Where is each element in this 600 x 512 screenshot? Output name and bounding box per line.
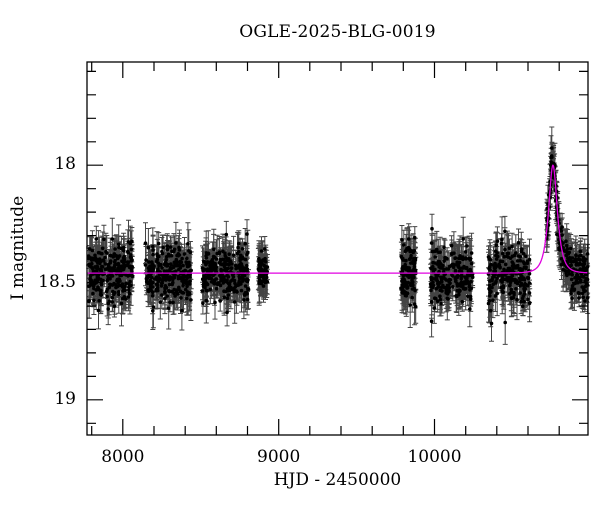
chart-title: OGLE-2025-BLG-0019 — [239, 22, 436, 42]
x-tick-label: 9000 — [257, 447, 301, 467]
x-tick-label: 8000 — [101, 447, 145, 467]
y-tick-label: 18 — [54, 154, 76, 175]
y-tick-label: 18.5 — [38, 271, 76, 292]
photometry-points — [86, 146, 590, 326]
axis-ticks — [87, 62, 588, 435]
x-tick-label: 10000 — [407, 447, 462, 467]
y-axis-label: I magnitude — [8, 195, 28, 301]
y-tick-label: 19 — [54, 388, 76, 409]
error-bars — [86, 126, 591, 345]
data-points — [86, 126, 591, 345]
model-curve — [87, 164, 588, 274]
x-axis-label: HJD - 2450000 — [273, 470, 402, 490]
plot-frame — [86, 61, 589, 436]
